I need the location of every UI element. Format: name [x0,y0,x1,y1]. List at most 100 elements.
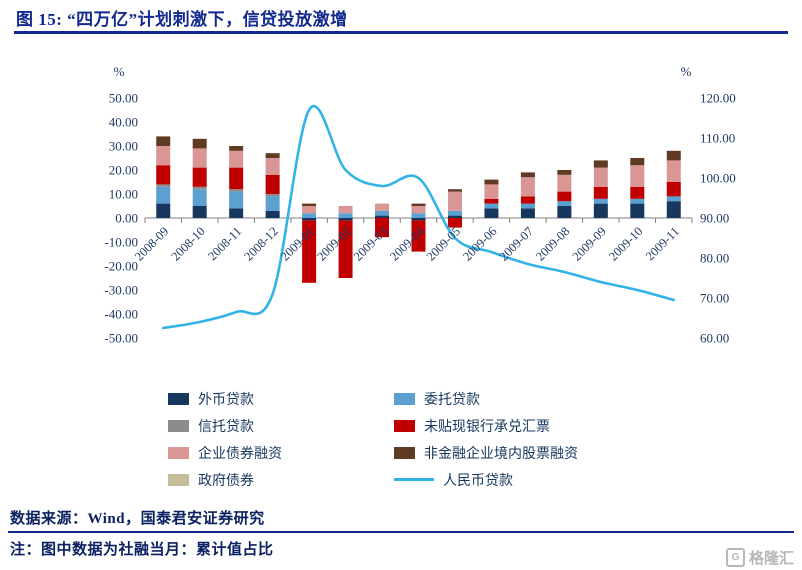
legend-label: 信托贷款 [198,419,254,435]
legend-color-swatch [394,419,415,432]
legend-item: 未贴现银行承兑汇票 [394,412,694,439]
chart-legend: 外币贷款 信托贷款 企业债券融资 政府债券 委托贷款 未贴现银行承兑汇票 非金融企业境内股票… [168,385,694,493]
bar-segment [411,220,426,252]
legend-color-swatch [168,392,189,405]
bar-segment [666,182,681,197]
x-axis-labels: 2008-092008-102008-112008-122009-012009-… [132,224,682,264]
legend-label: 外币贷款 [198,392,254,408]
bar-segment [229,191,244,209]
left-axis-tick: -40.00 [104,307,138,322]
legend-item: 外币贷款 [168,385,358,412]
bar-segment [302,220,317,283]
legend-item: 政府债券 [168,466,358,493]
bar-segment [557,206,572,218]
bar-segment [666,160,681,182]
legend-label: 委托贷款 [424,392,480,408]
left-axis-tick: 0.00 [115,211,138,226]
bar-segment [520,172,535,178]
right-axis-tick: 60.00 [700,331,729,346]
bar-segment [593,198,608,204]
legend-color-swatch [168,473,189,486]
x-axis-label: 2008-10 [168,224,207,263]
left-axis-tick: -20.00 [104,259,138,274]
x-axis-label: 2009-06 [460,224,499,263]
bar-segment [229,208,244,218]
legend-label: 企业债券融资 [198,446,282,462]
bar-segment [593,203,608,218]
legend-column: 外币贷款信托贷款企业债券融资政府债券 [168,385,358,493]
bar-segment [630,165,645,187]
bar-segment [484,179,499,185]
bar-segment [338,220,353,278]
right-axis-tick: 100.00 [700,171,736,186]
bar-segment [265,196,280,211]
legend-label: 非金融企业境内股票融资 [424,446,578,462]
bar-segment [484,203,499,209]
bars-layer [156,136,681,283]
x-axis-label: 2009-05 [424,224,463,263]
bar-segment [302,203,317,206]
left-axis-tick: 10.00 [109,187,138,202]
bar-segment [593,167,608,187]
legend-color-swatch [394,392,415,405]
bar-segment [265,158,280,175]
legend-label: 未贴现银行承兑汇票 [424,419,550,435]
bar-segment [338,206,353,214]
legend-label: 人民币贷款 [443,473,513,489]
bar-segment [192,206,207,218]
bar-segment [338,218,353,221]
legend-color-swatch [168,446,189,459]
left-axis-tick: 50.00 [109,91,138,106]
bar-segment [557,191,572,202]
bar-segment [447,215,462,218]
legend-item: 委托贷款 [394,385,694,412]
data-source-text: 数据来源：Wind，国泰君安证券研究 [10,511,265,527]
left-axis-tick: -30.00 [104,283,138,298]
bar-segment [156,186,171,204]
bar-segment [557,170,572,175]
x-axis-label: 2009-08 [533,224,572,263]
left-axis-tick: -10.00 [104,235,138,250]
left-axis-tick: 30.00 [109,139,138,154]
watermark-logo-icon: G [725,548,745,567]
bar-segment [156,203,171,218]
bar-segment [484,208,499,218]
bar-segment [265,174,280,194]
right-axis-unit: % [681,64,692,79]
left-axis-tick: 20.00 [109,163,138,178]
bar-segment [229,167,244,190]
bar-segment [156,165,171,185]
watermark: G 格隆汇 [725,547,794,568]
watermark-text: 格隆汇 [748,550,794,567]
right-axis-tick: 110.00 [700,131,735,146]
bar-segment [375,210,390,216]
title-rule [14,31,788,34]
legend-color-swatch [394,446,415,459]
bar-segment [338,213,353,218]
x-axis-label: 2009-10 [606,224,645,263]
bar-segment [265,194,280,197]
bar-segment [302,206,317,214]
note-text: 注：图中数据为社融当月：累计值占比 [10,542,274,558]
x-axis-label: 2009-09 [570,224,609,263]
x-axis-label: 2009-03 [351,224,390,263]
bar-segment [192,148,207,168]
bar-segment [593,186,608,199]
bar-segment [630,158,645,166]
legend-column: 委托贷款未贴现银行承兑汇票非金融企业境内股票融资人民币贷款 [394,385,694,493]
right-axis-tick: 120.00 [700,91,736,106]
bar-segment [447,218,462,228]
bar-segment [484,198,499,204]
bar-segment [411,206,426,214]
left-axis-unit: % [114,64,125,79]
bar-segment [447,210,462,216]
bar-segment [666,150,681,161]
bar-segment [156,184,171,187]
bar-segment [411,203,426,206]
bar-segment [375,218,390,238]
bar-segment [447,189,462,192]
bar-segment [557,201,572,206]
bar-segment [229,150,244,168]
bar-segment [557,174,572,192]
